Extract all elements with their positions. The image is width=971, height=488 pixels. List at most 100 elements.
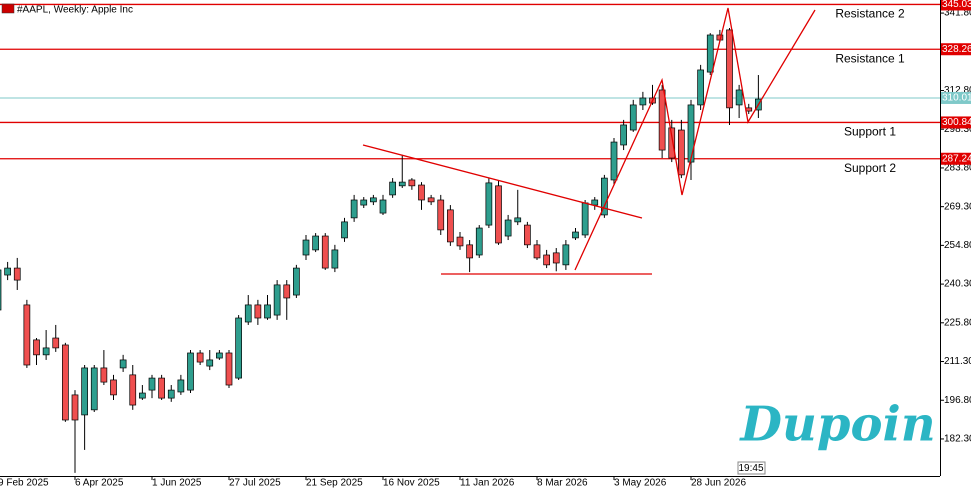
candle-body <box>706 34 714 73</box>
candle-body <box>418 184 425 201</box>
current-price-label: 310.01 <box>942 93 971 104</box>
candle-body <box>119 359 127 369</box>
x-tick-label: 1 Jun 2025 <box>152 478 202 488</box>
candle-body <box>524 224 531 246</box>
candle-body <box>427 197 435 203</box>
x-tick-label: 6 Apr 2025 <box>75 478 124 488</box>
y-tick-label: 225.80 <box>944 317 971 328</box>
x-tick-label: 9 Feb 2025 <box>0 478 49 488</box>
candle-body <box>389 181 396 196</box>
level-name: Support 1 <box>844 125 896 139</box>
level-price-label: 345.03 <box>942 0 971 10</box>
trend-line <box>362 144 643 219</box>
candle-body <box>552 252 560 264</box>
candle-body <box>312 235 319 251</box>
candle-body <box>495 185 502 244</box>
level-name: Resistance 2 <box>835 7 905 21</box>
candle-body <box>273 284 281 316</box>
candle-body <box>100 367 108 383</box>
y-tick-label: 312.80 <box>944 85 971 96</box>
candle-body <box>581 202 589 236</box>
candle-body <box>456 236 464 247</box>
candle-body <box>437 199 445 231</box>
y-tick-label: 283.80 <box>944 163 971 174</box>
candle-body <box>408 179 416 187</box>
candle-body <box>158 377 165 399</box>
zigzag-line <box>574 7 816 271</box>
candle-body <box>148 377 156 391</box>
time-label: 19:45 <box>738 463 763 474</box>
y-tick-label: 240.30 <box>944 279 971 290</box>
candle-body <box>350 199 358 219</box>
level-price-label: 300.84 <box>942 117 971 128</box>
candle-body <box>52 337 60 349</box>
x-tick-label: 21 Sep 2025 <box>306 478 363 488</box>
candle-body <box>235 317 242 379</box>
candle-body <box>0 269 2 311</box>
candle-body <box>341 221 348 239</box>
x-tick-label: 8 Mar 2026 <box>537 478 588 488</box>
drawn-patterns <box>362 7 816 275</box>
candle-body <box>485 182 493 226</box>
candle-body <box>225 352 233 386</box>
y-tick-label: 254.80 <box>944 240 971 251</box>
candle-body <box>81 367 88 416</box>
y-tick-label: 341.80 <box>944 8 971 19</box>
time-box <box>737 461 766 475</box>
candle-body <box>475 227 483 256</box>
candle-body <box>370 197 377 203</box>
x-tick-label: 11 Jan 2026 <box>460 478 515 488</box>
plot-area <box>0 3 940 473</box>
y-tick-label: 269.30 <box>944 201 971 212</box>
candle-body <box>23 304 31 366</box>
candle-body <box>216 352 223 359</box>
level-price-box <box>941 152 971 165</box>
symbol-icon <box>1 3 15 14</box>
candle-body <box>591 199 599 206</box>
candle-body <box>33 339 40 356</box>
candle-body <box>71 394 79 421</box>
y-tick-label: 182.30 <box>944 434 971 445</box>
candle-body <box>504 219 512 237</box>
candle-body <box>379 199 387 214</box>
y-tick-label: 211.30 <box>944 356 971 367</box>
level-price-box <box>941 43 971 56</box>
candle-body <box>447 209 454 243</box>
x-tick-label: 3 May 2026 <box>614 478 667 488</box>
candle-body <box>42 347 50 356</box>
candle-body <box>697 69 704 106</box>
y-tick-label: 298.30 <box>944 124 971 135</box>
candle-body <box>658 89 666 151</box>
candle-body <box>562 244 570 266</box>
level-name: Support 2 <box>844 161 896 175</box>
level-price-box <box>941 116 971 129</box>
candle-body <box>177 379 185 393</box>
level-name: Resistance 1 <box>835 51 905 65</box>
level-price-label: 328.26 <box>942 44 971 55</box>
candle-body <box>187 352 194 391</box>
level-price-label: 287.24 <box>942 153 971 164</box>
candle-body <box>139 392 146 399</box>
candle-body <box>610 141 618 181</box>
candle-body <box>572 231 579 239</box>
y-tick-label: 196.80 <box>944 395 971 406</box>
candle-body <box>629 104 637 131</box>
candle-body <box>62 344 69 421</box>
candle-body <box>398 181 406 187</box>
candle-body <box>4 267 11 276</box>
candle-body <box>533 244 541 259</box>
watermark: Dupoin <box>738 397 935 453</box>
candle-body <box>726 29 733 109</box>
candle-body <box>110 379 117 396</box>
candle-body <box>620 124 627 146</box>
candle-body <box>687 104 695 163</box>
candle-body <box>90 367 98 411</box>
candle-body <box>668 127 676 159</box>
candle-body <box>129 374 137 406</box>
candle-body <box>264 304 271 319</box>
candle-body <box>321 235 329 269</box>
candle-body <box>601 177 608 216</box>
candle-body <box>283 284 291 299</box>
chart-title: #AAPL, Weekly: Apple Inc <box>17 5 133 16</box>
